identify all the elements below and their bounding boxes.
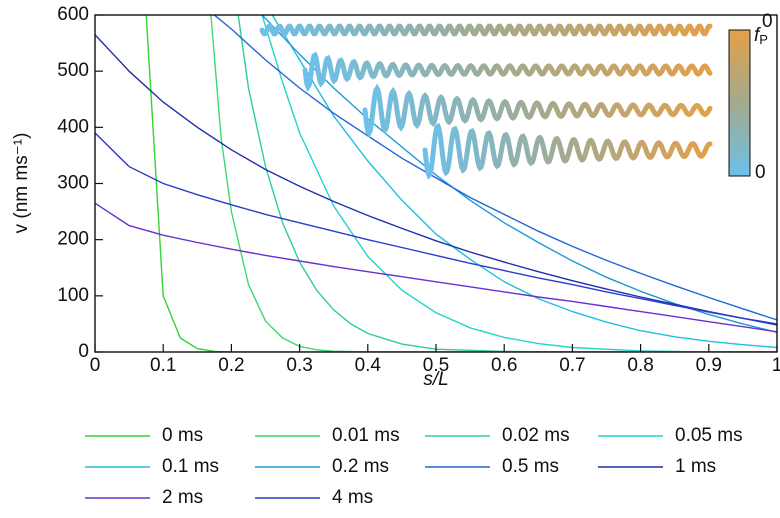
x-tick-label: 0.1: [150, 355, 176, 376]
x-tick-label: 0.6: [491, 355, 517, 376]
series-line: [271, 15, 777, 349]
legend-label: 4 ms: [332, 487, 373, 508]
x-tick-label: 1: [772, 355, 780, 376]
y-tick-label: 100: [57, 285, 89, 306]
legend-label: 0.5 ms: [502, 456, 559, 477]
series-line: [213, 15, 777, 321]
y-tick-label: 400: [57, 116, 89, 137]
series-line: [261, 15, 777, 352]
legend-label: 0.05 ms: [675, 425, 743, 446]
y-tick-label: 300: [57, 173, 89, 194]
legend-label: 0 ms: [162, 425, 203, 446]
y-tick-label: 600: [57, 4, 89, 25]
spring: [422, 122, 713, 180]
series-line: [237, 15, 777, 352]
x-tick-label: 0.7: [559, 355, 585, 376]
x-tick-label: 0.5: [423, 355, 449, 376]
y-tick-label: 200: [57, 229, 89, 250]
colorbar-low-label: 0: [755, 162, 766, 183]
spring: [362, 83, 713, 138]
plot-lines: [95, 15, 777, 352]
x-tick-label: 0.9: [696, 355, 722, 376]
colorbar-title: fP: [754, 25, 768, 47]
series-line: [95, 34, 777, 326]
x-tick-label: 0.3: [286, 355, 312, 376]
legend-label: 2 ms: [162, 487, 203, 508]
series-line: [145, 15, 777, 352]
series-line: [95, 202, 777, 333]
x-tick-label: 0.4: [355, 355, 382, 376]
spring: [302, 51, 713, 92]
legend-label: 0.1 ms: [162, 456, 219, 477]
legend-label: 0.2 ms: [332, 456, 389, 477]
x-tick-label: 0.8: [627, 355, 653, 376]
legend-label: 1 ms: [675, 456, 716, 477]
y-tick-label: 500: [57, 60, 89, 81]
plot-frame: [94, 14, 778, 353]
colorbar: [728, 29, 751, 177]
series-line: [95, 132, 777, 325]
x-tick-label: 0.2: [218, 355, 244, 376]
x-axis-label: s/L: [423, 369, 448, 390]
legend-label: 0.01 ms: [332, 425, 400, 446]
x-tick-label: 0: [90, 355, 101, 376]
colorbar-title-sup: 0: [762, 11, 773, 32]
y-tick-label: 0: [78, 341, 89, 362]
y-axis-label: v (nm ms⁻¹): [11, 133, 32, 234]
legend-label: 0.02 ms: [502, 425, 570, 446]
spring: [259, 23, 713, 37]
